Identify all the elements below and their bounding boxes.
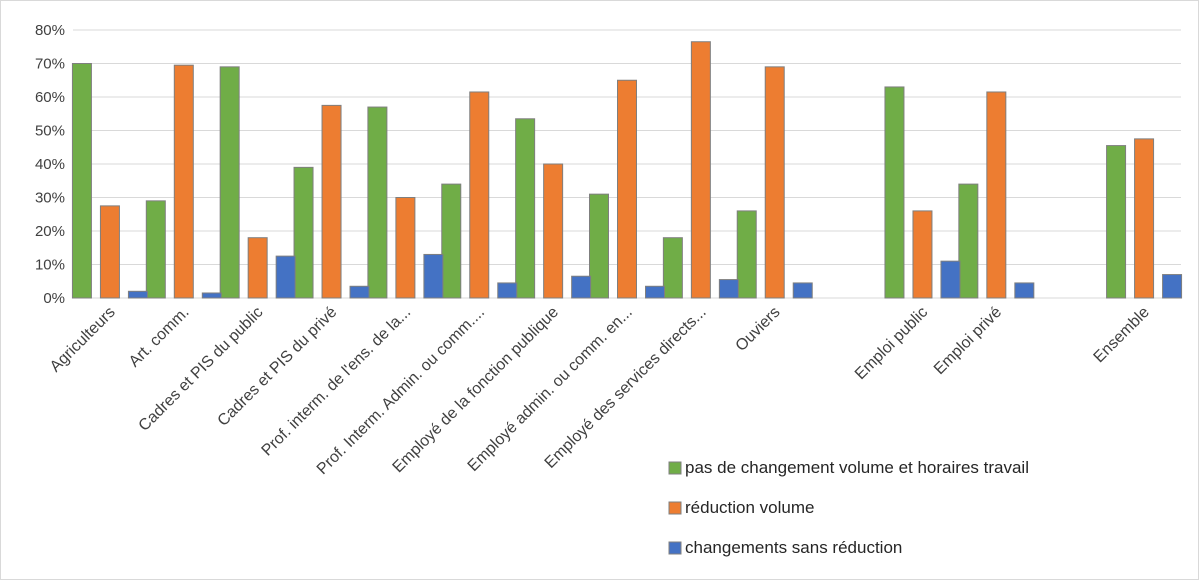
category-label: Art. comm. bbox=[126, 304, 193, 371]
y-tick-label: 60% bbox=[35, 89, 65, 106]
category-label: Cadres et PIS du public bbox=[136, 304, 267, 435]
bar-series-2 bbox=[912, 210, 933, 299]
bar-series-1 bbox=[71, 63, 92, 299]
category-label: Emploi public bbox=[852, 304, 931, 383]
category-label: Ouviers bbox=[733, 304, 784, 355]
category-label: Emploi privé bbox=[931, 304, 1005, 378]
legend-label: changements sans réduction bbox=[685, 538, 902, 557]
bar-series-1 bbox=[367, 106, 388, 299]
bar-series-1 bbox=[145, 200, 166, 299]
bar-series-3 bbox=[1162, 274, 1183, 299]
y-tick-label: 70% bbox=[35, 56, 65, 73]
bar-series-3 bbox=[718, 279, 739, 299]
bar-series-2 bbox=[395, 197, 416, 299]
y-tick-label: 40% bbox=[35, 156, 65, 173]
bar-series-3 bbox=[645, 285, 665, 299]
category-label: Agriculteurs bbox=[47, 304, 119, 376]
category-label: Ensemble bbox=[1091, 304, 1153, 366]
bar-series-1 bbox=[736, 210, 757, 299]
bar-series-3 bbox=[275, 255, 296, 299]
bar-series-2 bbox=[543, 163, 564, 299]
bar-series-3 bbox=[423, 253, 444, 299]
bar-series-3 bbox=[349, 285, 370, 299]
y-tick-label: 20% bbox=[35, 223, 65, 240]
bar-series-1 bbox=[441, 183, 462, 299]
bar-series-2 bbox=[321, 104, 342, 299]
category-label: Employé admin. ou comm. en... bbox=[465, 304, 636, 475]
bar-series-2 bbox=[986, 91, 1007, 299]
bar-series-1 bbox=[884, 86, 905, 299]
legend-label: pas de changement volume et horaires tra… bbox=[685, 458, 1029, 477]
bar-series-3 bbox=[497, 282, 518, 299]
category-label: Prof. interm. de l'ens. de la... bbox=[259, 304, 415, 460]
legend-swatch bbox=[668, 541, 682, 555]
category-label: Employé des services directs... bbox=[542, 304, 710, 472]
y-tick-label: 30% bbox=[35, 190, 65, 207]
legend-label: réduction volume bbox=[685, 498, 814, 517]
legend-swatch bbox=[668, 461, 682, 475]
bar-series-3 bbox=[1014, 282, 1035, 299]
bar-series-3 bbox=[792, 282, 813, 299]
bar-series-2 bbox=[173, 64, 194, 299]
bar-series-1 bbox=[515, 118, 536, 299]
category-label: Employé de la fonction publique bbox=[390, 304, 562, 476]
category-label: Cadres et PIS du privé bbox=[215, 304, 341, 430]
bar-series-3 bbox=[571, 275, 592, 299]
bar-series-3 bbox=[127, 290, 148, 299]
bar-series-1 bbox=[1106, 145, 1127, 299]
y-tick-label: 50% bbox=[35, 123, 65, 140]
bar-series-2 bbox=[617, 79, 637, 299]
bar-series-3 bbox=[201, 292, 222, 299]
bar-series-1 bbox=[293, 166, 314, 299]
bar-series-2 bbox=[99, 205, 120, 299]
bar-series-2 bbox=[247, 237, 268, 299]
y-tick-label: 80% bbox=[35, 22, 65, 39]
y-tick-label: 0% bbox=[43, 290, 65, 307]
bar-series-1 bbox=[219, 66, 240, 299]
bar-series-2 bbox=[690, 41, 711, 299]
bar-series-1 bbox=[662, 237, 683, 299]
legend-swatch bbox=[668, 501, 682, 515]
bar-series-2 bbox=[469, 91, 490, 299]
bar-series-1 bbox=[958, 183, 979, 299]
bar-series-2 bbox=[764, 66, 785, 299]
bar-series-3 bbox=[940, 260, 961, 299]
bar-series-1 bbox=[589, 193, 609, 299]
bar-series-2 bbox=[1134, 138, 1155, 299]
y-tick-label: 10% bbox=[35, 257, 65, 274]
